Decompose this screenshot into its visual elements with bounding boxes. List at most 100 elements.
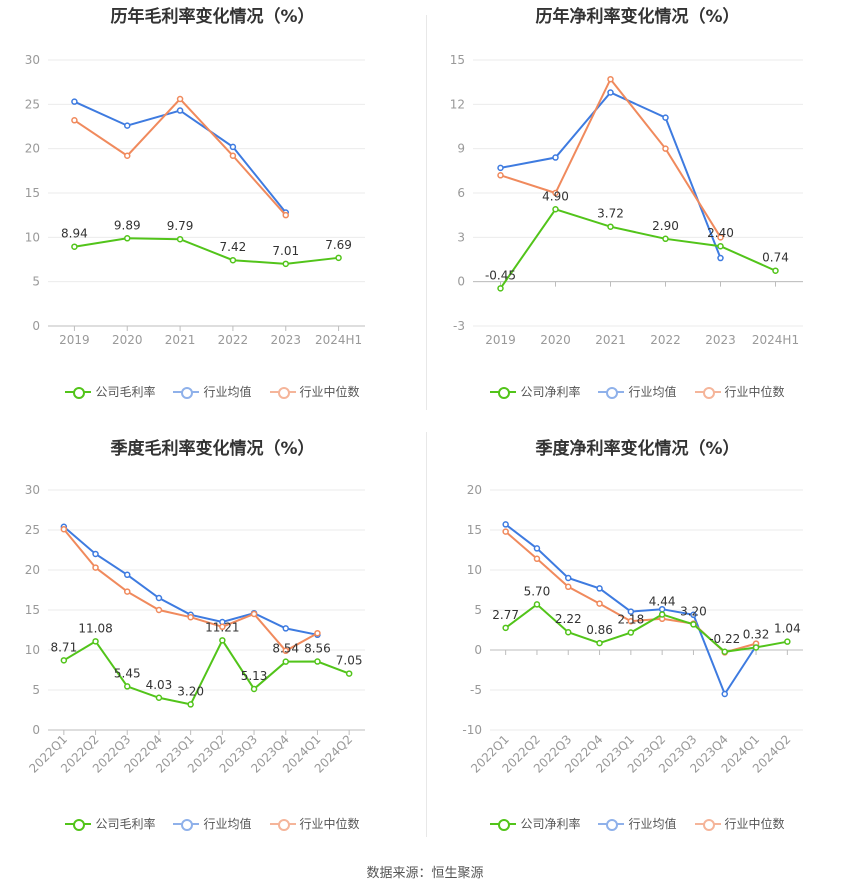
data-point-median [71,117,78,124]
legend-company[interactable]: 公司净利率 [490,383,580,400]
data-point-company [124,683,131,690]
chart-panel-annual-gross: 历年毛利率变化情况（%） 0 5 10 15 20 25 30 2019 2020 2021 202… [0,0,425,430]
data-point-avg [607,89,614,96]
data-point-avg [565,574,572,582]
data-point-company [752,644,760,651]
y-tick-label: 12 [450,97,465,111]
data-point-median [497,172,504,179]
data-point-median [627,617,635,625]
data-source-note: 数据来源：恒生聚源 [366,866,484,881]
y-tick-label: 0 [474,643,482,657]
series-line-company [74,237,339,265]
data-point-avg [124,122,131,129]
data-point-median [662,145,669,152]
data-point-company [552,206,559,213]
data-label: 1.04 [774,622,801,636]
y-tick-label: 20 [25,563,40,577]
data-point-avg [497,164,504,172]
data-point-company [772,267,779,274]
y-tick-label: 30 [25,483,40,497]
data-point-company [219,637,226,644]
data-point-median [92,564,99,571]
legend-company[interactable]: 公司毛利率 [65,383,155,400]
data-label: 2.40 [707,226,734,240]
chart-quarterly-net: -10-5051015202022Q12022Q22022Q32022Q4202… [462,483,803,776]
data-point-company [60,657,68,664]
data-point-median [533,555,541,563]
x-tick-label: 2023 [705,333,736,347]
legend-avg[interactable]: 行业均值 [173,383,252,400]
data-point-company [335,254,342,262]
x-tick-label: 2021 [165,333,196,347]
legend-avg[interactable]: 行业均值 [173,815,252,832]
data-point-company [533,601,541,608]
data-label: 5.45 [114,666,141,680]
data-label: 7.42 [220,240,247,254]
y-tick-label: 0 [32,319,40,333]
y-tick-label: -5 [470,683,482,697]
data-point-median [552,189,559,197]
legend-median[interactable]: 行业中位数 [269,815,360,832]
data-point-company [717,242,724,250]
data-point-company [497,285,504,292]
y-tick-label: 9 [457,142,465,156]
x-tick-label: 2022 [218,333,249,347]
data-point-median [124,588,131,595]
data-point-company [71,243,78,250]
legend-company[interactable]: 公司毛利率 [65,815,155,832]
data-label: 3.20 [680,604,707,618]
divider-bottom [426,432,427,837]
chart-title: 历年毛利率变化情况（%） [110,7,315,27]
chart-annual-net: -3 0 3 6 9 12 15 2019 2020 2021 2022 2023 2024H1 -0.4… [450,53,803,347]
legend: 公司毛利率 行业均值 行业中位数 [0,383,425,400]
legend-avg[interactable]: 行业均值 [598,815,677,832]
data-point-company [92,638,99,645]
legend-company[interactable]: 公司净利率 [490,815,580,832]
data-point-median [282,647,289,655]
series-line-avg [500,91,722,259]
data-point-avg [502,521,509,528]
data-label: 2.22 [555,612,582,626]
y-tick-label: 20 [25,142,40,156]
data-label: 2.18 [617,613,644,627]
y-tick-label: 20 [467,483,482,497]
data-point-company [662,235,669,243]
data-point-median [596,600,603,607]
series-line-company [499,208,776,289]
data-label: -0.45 [485,268,516,282]
y-tick-label: 25 [25,97,40,111]
legend-avg[interactable]: 行业均值 [598,383,677,400]
data-point-company [250,685,258,693]
x-tick-label: 2019 [485,333,516,347]
data-label: 11.21 [205,620,239,634]
data-point-company [690,621,697,628]
data-point-median [219,623,226,631]
data-point-median [502,528,509,535]
data-label: 4.90 [542,189,569,203]
data-point-company [176,235,184,243]
x-tick-label: 2020 [112,333,143,347]
data-label: 4.44 [649,594,676,608]
y-tick-label: 15 [467,523,482,537]
data-label: 2.77 [492,608,519,622]
y-tick-label: -3 [453,319,465,333]
data-point-company [607,223,614,230]
data-point-company [502,624,509,632]
chart-panel-annual-net: 历年净利率变化情况（%） -3 0 3 6 9 12 15 2019 2020 2021 2022 2… [425,0,850,430]
legend-median[interactable]: 行业中位数 [694,815,785,832]
legend-median[interactable]: 行业中位数 [694,383,785,400]
data-label: 0.86 [586,623,613,637]
chart-quarterly-gross: 0510152025302022Q12022Q22022Q32022Q42023… [25,483,365,776]
data-point-avg [124,571,131,579]
chart-title: 季度净利率变化情况（%） [535,439,740,459]
x-tick-label: 2024H1 [315,333,362,347]
data-point-avg [176,107,184,114]
data-point-company [155,694,163,702]
data-label: 0.32 [743,627,770,641]
y-tick-label: 5 [32,683,40,697]
y-tick-label: 10 [25,230,40,244]
legend-median[interactable]: 行业中位数 [269,383,360,400]
data-label: 8.94 [61,227,88,241]
x-tick-label: 2020 [540,333,571,347]
data-label: 8.54 [272,642,299,656]
